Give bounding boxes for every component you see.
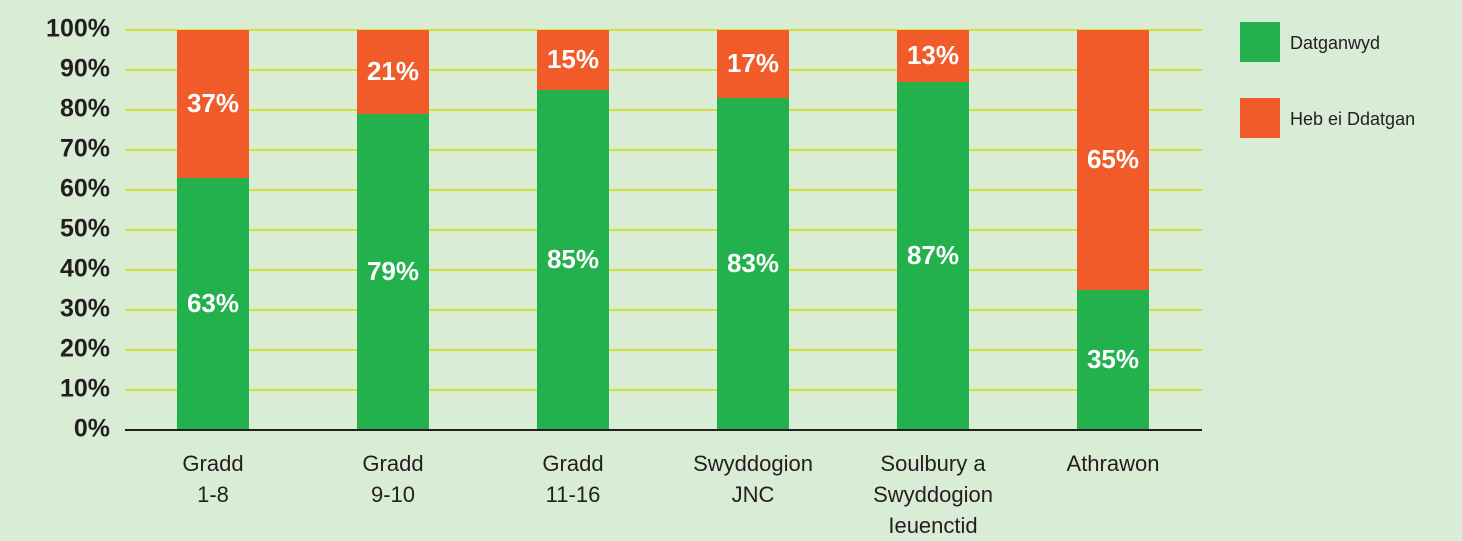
x-tick-label: JNC — [732, 482, 775, 507]
value-label: 35% — [1087, 344, 1139, 374]
value-label: 79% — [367, 256, 419, 286]
bar-segment — [177, 30, 249, 178]
y-tick-label: 30% — [60, 295, 110, 323]
y-tick-label: 50% — [60, 215, 110, 243]
bar-segment — [357, 114, 429, 430]
value-label: 87% — [907, 240, 959, 270]
bar-segment — [357, 30, 429, 114]
legend-label: Heb ei Ddatgan — [1290, 109, 1415, 129]
legend-swatch — [1240, 98, 1280, 138]
x-tick-label: Gradd — [542, 451, 603, 476]
x-tick-label: Athrawon — [1067, 451, 1160, 476]
y-tick-label: 20% — [60, 335, 110, 363]
y-tick-label: 70% — [60, 135, 110, 163]
x-tick-label: 9-10 — [371, 482, 415, 507]
bar-segment — [717, 98, 789, 430]
x-tick-label: Swyddogion — [693, 451, 813, 476]
y-tick-label: 100% — [46, 15, 110, 43]
x-tick-label: 11-16 — [546, 482, 601, 507]
value-label: 63% — [187, 288, 239, 318]
value-label: 65% — [1087, 144, 1139, 174]
bar-segment — [1077, 30, 1149, 290]
bar-segment — [897, 82, 969, 430]
y-tick-label: 60% — [60, 175, 110, 203]
y-tick-label: 90% — [60, 55, 110, 83]
x-tick-label: 1-8 — [197, 482, 229, 507]
value-label: 85% — [547, 244, 599, 274]
bar-segment — [897, 30, 969, 82]
bar-segment — [1077, 290, 1149, 430]
y-tick-label: 40% — [60, 255, 110, 283]
y-tick-label: 0% — [74, 415, 110, 443]
bar-segment — [537, 30, 609, 90]
legend-swatch — [1240, 22, 1280, 62]
x-tick-label: Gradd — [362, 451, 423, 476]
bar-segment — [537, 90, 609, 430]
bar-segment — [717, 30, 789, 98]
value-label: 37% — [187, 88, 239, 118]
value-label: 17% — [727, 48, 779, 78]
bar-segment — [177, 178, 249, 430]
y-tick-label: 80% — [60, 95, 110, 123]
x-tick-label: Gradd — [182, 451, 243, 476]
value-label: 83% — [727, 248, 779, 278]
legend-label: Datganwyd — [1290, 33, 1380, 53]
x-tick-label: Ieuenctid — [888, 513, 977, 538]
y-tick-label: 10% — [60, 375, 110, 403]
x-tick-label: Soulbury a — [880, 451, 986, 476]
value-label: 21% — [367, 56, 419, 86]
value-label: 13% — [907, 40, 959, 70]
value-label: 15% — [547, 44, 599, 74]
x-tick-label: Swyddogion — [873, 482, 993, 507]
